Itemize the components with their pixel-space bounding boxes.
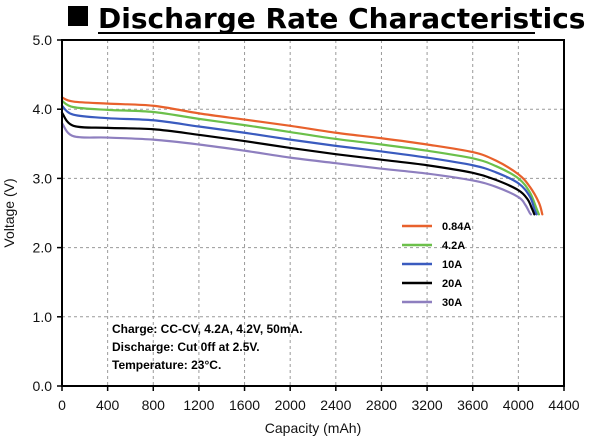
- legend-label: 20A: [442, 278, 462, 290]
- x-tick-label: 4400: [548, 397, 579, 413]
- x-axis-label: Capacity (mAh): [265, 420, 361, 436]
- plot-area: [62, 40, 564, 386]
- x-tick-labels: 0 400 800 1200 1600 2000 2400 2800 3200 3600 4000 4…: [58, 397, 580, 413]
- y-tick-label: 0.0: [33, 378, 53, 394]
- x-tick-label: 400: [96, 397, 120, 413]
- series-line-20a: [60, 111, 536, 216]
- x-tick-label: 1200: [183, 397, 214, 413]
- y-tick-labels: 0.0 1.0 2.0 3.0 4.0 5.0: [33, 32, 53, 394]
- series-line-30a: [60, 121, 533, 216]
- legend: 0.84A 4.2A 10A 20A 30A: [402, 221, 471, 309]
- x-tick-label: 2400: [320, 397, 351, 413]
- title-square-icon: [68, 6, 88, 26]
- chart-title: Discharge Rate Characteristics: [98, 2, 585, 35]
- series-line-10a: [60, 104, 538, 216]
- y-tick-label: 5.0: [33, 32, 53, 48]
- legend-label: 10A: [442, 259, 462, 271]
- x-tick-label: 800: [142, 397, 166, 413]
- chart-title-group: Discharge Rate Characteristics: [68, 2, 585, 35]
- x-tick-label: 3600: [457, 397, 488, 413]
- conditions-note: Charge: CC-CV, 4.2A, 4.2V, 50mA. Dischar…: [112, 322, 303, 372]
- x-tick-label: 3200: [412, 397, 443, 413]
- y-tick-label: 2.0: [33, 240, 53, 256]
- y-axis-label: Voltage (V): [1, 178, 17, 247]
- x-tick-label: 2000: [275, 397, 306, 413]
- legend-label: 30A: [442, 297, 462, 309]
- x-tick-label: 1600: [229, 397, 260, 413]
- grid-layer: [57, 39, 565, 391]
- legend-label: 4.2A: [442, 240, 465, 252]
- series-layer: [60, 96, 544, 216]
- y-tick-label: 1.0: [33, 309, 53, 325]
- note-temperature: Temperature: 23°C.: [112, 358, 221, 372]
- x-tick-label: 0: [58, 397, 66, 413]
- note-discharge: Discharge: Cut 0ff at 2.5V.: [112, 340, 260, 354]
- series-line-4-2a: [60, 99, 540, 216]
- legend-label: 0.84A: [442, 221, 471, 233]
- x-tick-label: 2800: [366, 397, 397, 413]
- series-line-0-84a: [60, 96, 544, 216]
- plot-frame: [61, 39, 565, 387]
- x-tick-label: 4000: [503, 397, 534, 413]
- y-tick-label: 3.0: [33, 170, 53, 186]
- note-charge: Charge: CC-CV, 4.2A, 4.2V, 50mA.: [112, 322, 303, 336]
- y-tick-label: 4.0: [33, 101, 53, 117]
